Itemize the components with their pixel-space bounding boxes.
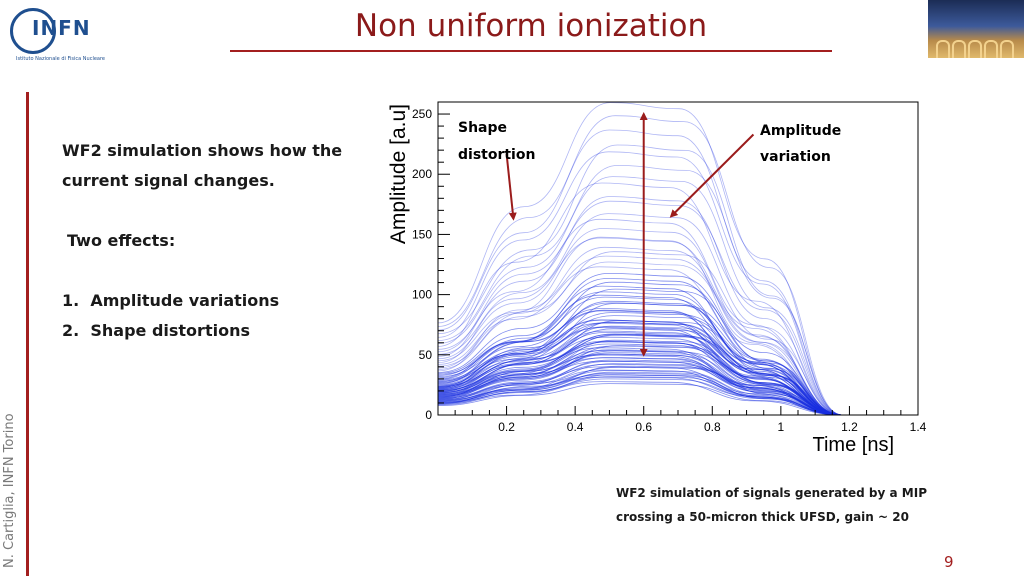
figure-caption-line-2: crossing a 50-micron thick UFSD, gain ~ … [616,510,909,524]
y-tick-label: 200 [412,167,432,181]
logo-ring-icon [10,8,56,54]
waveform-line [437,151,918,416]
shape-annotation-line-2: distortion [458,147,535,163]
waveform-line [437,266,918,416]
shape-pointer-arrow [505,153,517,221]
x-axis-label: Time [ns] [813,434,895,456]
waveform-line [437,310,918,416]
title-underline [230,50,832,52]
waveform-line [437,218,918,416]
shape-annotation-line-1: Shape [458,120,507,136]
page-number: 9 [944,553,954,571]
logo-subtitle: Istituto Nazionale di Fisica Nucleare [16,56,105,62]
y-tick-label: 100 [412,288,432,302]
effects-heading: Two effects: [67,231,176,250]
amplitude-pointer-arrow [669,133,755,218]
list-item-number: 2. [62,321,80,340]
waveform-line [437,347,918,416]
list-item: 2. Shape distortions [62,321,250,340]
x-tick-label: 1.2 [841,420,858,434]
waveform-line [437,144,918,416]
annotation-arrows [505,112,755,357]
x-tick-label: 0.8 [704,420,721,434]
list-item-text: Amplitude variations [90,291,280,310]
waveform-line [437,200,918,416]
waveform-line [437,357,918,416]
y-tick-label: 150 [412,227,432,241]
waveform-line [437,236,918,416]
slide-title: Non uniform ionization [354,8,708,44]
waveform-line [437,246,918,416]
waveform-chart: 0.2 0.4 0.6 0.8 1 1.2 1.4 0 50 100 150 200 250 Ampli… [387,101,927,456]
waveform-line [437,381,918,416]
waveform-line [437,251,918,416]
waveform-line [437,115,918,416]
intro-line-1: WF2 simulation shows how the [62,141,343,160]
axis-ticks: 0.2 0.4 0.6 0.8 1 1.2 1.4 0 50 100 150 200 250 [412,107,927,434]
x-tick-label: 0.4 [567,420,584,434]
author-footer: N. Cartiglia, INFN Torino [2,413,17,568]
x-tick-label: 1 [778,420,785,434]
waveform-line [437,228,918,416]
torino-photo-icon [928,0,1024,58]
waveform-line [437,357,918,416]
waveform-line [437,182,918,416]
waveform-line [437,261,918,416]
intro-line-2: current signal changes. [62,171,275,190]
y-tick-label: 250 [412,107,432,121]
y-axis-label: Amplitude [a.u] [387,104,410,244]
waveform-line [437,129,918,416]
amplitude-annotation-line-2: variation [760,149,831,165]
x-tick-label: 0.2 [498,420,515,434]
list-item-text: Shape distortions [90,321,250,340]
y-tick-label: 50 [419,348,433,362]
list-item: 1. Amplitude variations [62,291,279,310]
logo-text: INFN [32,16,91,40]
figure-caption-line-1: WF2 simulation of signals generated by a… [616,486,927,500]
side-rule [26,92,29,576]
list-item-number: 1. [62,291,80,310]
waveform-line [437,176,918,416]
waveform-line [437,255,918,416]
amplitude-annotation-line-1: Amplitude [760,123,841,139]
waveform-line [437,102,918,416]
x-tick-label: 0.6 [635,420,652,434]
waveform-line [437,237,918,416]
waveform-line [437,164,918,416]
waveform-line [437,196,918,416]
y-tick-label: 0 [425,408,432,422]
infn-logo: INFN Istituto Nazionale di Fisica Nuclea… [10,8,170,64]
x-tick-label: 1.4 [910,420,927,434]
